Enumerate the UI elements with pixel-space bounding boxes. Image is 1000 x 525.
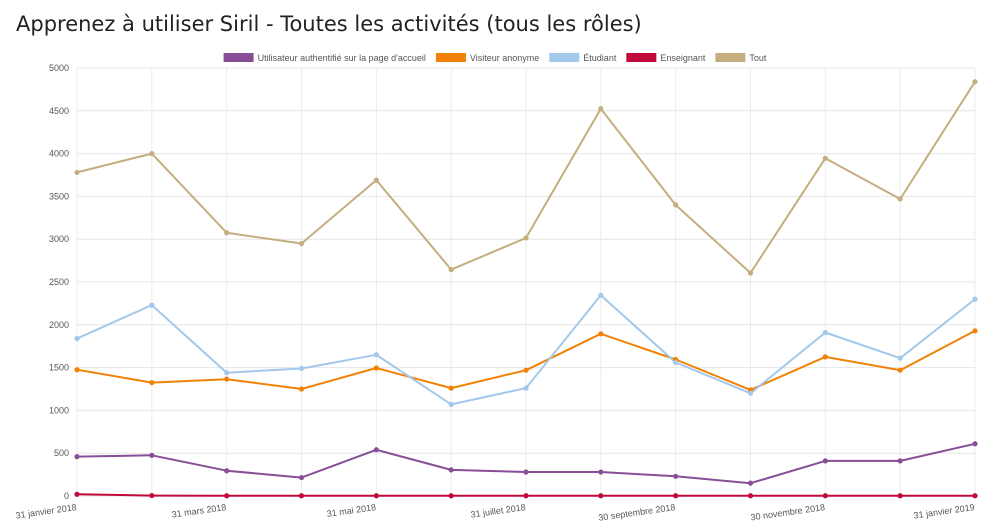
y-tick-label: 4500 [49, 106, 69, 116]
x-tick-label: 31 mai 2018 [326, 502, 376, 519]
data-point[interactable] [523, 493, 529, 499]
data-point[interactable] [673, 359, 679, 366]
data-point[interactable] [897, 458, 903, 464]
data-point[interactable] [972, 441, 978, 447]
data-point[interactable] [373, 493, 379, 499]
data-point[interactable] [598, 331, 604, 337]
x-tick-label: 30 septembre 2018 [598, 502, 676, 523]
data-point[interactable] [598, 493, 604, 499]
data-point[interactable] [224, 376, 230, 382]
data-point[interactable] [298, 386, 305, 392]
data-point[interactable] [149, 492, 155, 499]
y-tick-label: 500 [54, 448, 69, 458]
legend-swatch[interactable] [223, 53, 254, 62]
data-point[interactable] [673, 473, 679, 479]
data-point[interactable] [224, 468, 230, 474]
data-point[interactable] [897, 196, 903, 202]
x-tick-label: 30 novembre 2018 [750, 502, 826, 522]
data-point[interactable] [373, 177, 379, 183]
x-axis-ticks: 31 janvier 2018 31 mars 2018 31 mai 2018 31… [15, 502, 975, 523]
x-tick-label: 31 juillet 2018 [470, 502, 526, 520]
legend-label[interactable]: Enseignant [660, 53, 706, 63]
legend-label[interactable]: Étudiant [583, 53, 617, 63]
y-tick-label: 3000 [49, 234, 69, 244]
data-point[interactable] [373, 447, 379, 453]
data-point[interactable] [448, 401, 454, 408]
legend-swatch[interactable] [435, 53, 466, 62]
data-point[interactable] [822, 155, 828, 161]
data-point[interactable] [74, 367, 80, 373]
legend-swatch[interactable] [549, 53, 580, 62]
y-tick-label: 1000 [49, 405, 69, 415]
data-point[interactable] [298, 493, 305, 499]
data-point[interactable] [598, 469, 604, 475]
data-point[interactable] [523, 469, 529, 475]
data-point[interactable] [972, 79, 978, 85]
y-tick-label: 0 [64, 491, 69, 501]
y-tick-label: 2500 [49, 277, 69, 287]
data-point[interactable] [373, 365, 379, 371]
data-point[interactable] [74, 335, 80, 342]
data-point[interactable] [74, 454, 80, 460]
y-tick-label: 2000 [49, 320, 69, 330]
data-point[interactable] [673, 202, 679, 208]
data-point[interactable] [373, 352, 379, 358]
data-point[interactable] [298, 240, 305, 247]
legend-label[interactable]: Tout [749, 53, 767, 63]
x-tick-label: 31 mars 2018 [171, 502, 227, 520]
x-tick-label: 31 janvier 2019 [913, 502, 975, 520]
data-point[interactable] [897, 493, 903, 499]
legend-swatch[interactable] [715, 53, 746, 62]
data-point[interactable] [747, 390, 754, 396]
data-point[interactable] [523, 367, 529, 373]
gridlines [76, 67, 976, 497]
data-point[interactable] [149, 151, 155, 157]
y-tick-label: 5000 [49, 63, 69, 73]
data-point[interactable] [224, 230, 230, 236]
x-tick-label: 31 janvier 2018 [15, 502, 77, 520]
page-title: Apprenez à utiliser Siril - Toutes les a… [16, 12, 642, 36]
data-point[interactable] [149, 452, 155, 458]
data-point[interactable] [747, 270, 754, 276]
y-tick-label: 1500 [49, 363, 69, 373]
data-point[interactable] [972, 328, 978, 334]
data-point[interactable] [74, 169, 80, 176]
data-point[interactable] [897, 367, 903, 373]
series-points [74, 79, 978, 499]
data-point[interactable] [448, 385, 454, 391]
data-point[interactable] [598, 106, 604, 112]
legend-label[interactable]: Utilisateur authentifié sur la page d'ac… [258, 53, 426, 63]
data-point[interactable] [523, 385, 529, 391]
data-point[interactable] [448, 467, 454, 473]
legend-label[interactable]: Visiteur anonyme [470, 53, 539, 63]
data-point[interactable] [298, 365, 305, 372]
data-point[interactable] [822, 329, 828, 336]
data-point[interactable] [747, 480, 754, 486]
data-point[interactable] [448, 266, 454, 273]
data-point[interactable] [822, 354, 828, 360]
data-point[interactable] [149, 302, 155, 308]
data-point[interactable] [972, 296, 978, 302]
data-point[interactable] [448, 493, 454, 499]
data-point[interactable] [149, 379, 155, 386]
data-point[interactable] [673, 493, 679, 499]
data-point[interactable] [897, 355, 903, 361]
legend: Utilisateur authentifié sur la page d'ac… [223, 53, 767, 63]
data-point[interactable] [224, 493, 230, 499]
data-point[interactable] [523, 235, 529, 241]
data-point[interactable] [972, 493, 978, 499]
y-tick-label: 3500 [49, 191, 69, 201]
data-point[interactable] [598, 292, 604, 298]
data-point[interactable] [298, 474, 305, 481]
data-point[interactable] [822, 493, 828, 499]
data-point[interactable] [747, 493, 754, 499]
y-axis-ticks: 0 500 1000 1500 2000 2500 3000 3500 4000 4500 5000 [49, 63, 69, 501]
data-point[interactable] [822, 458, 828, 464]
data-point[interactable] [224, 370, 230, 376]
y-tick-label: 4000 [49, 149, 69, 159]
legend-swatch[interactable] [626, 53, 657, 62]
data-point[interactable] [74, 491, 80, 497]
